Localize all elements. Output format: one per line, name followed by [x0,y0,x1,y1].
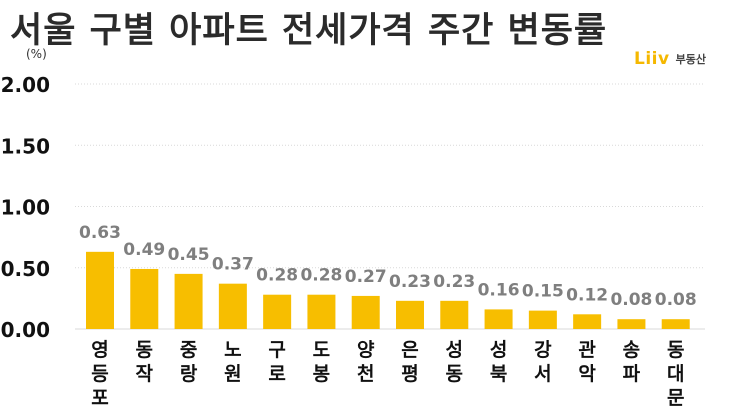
bar [130,268,159,329]
data-label: 0.08 [655,290,697,310]
data-label: 0.08 [610,290,652,310]
data-label: 0.28 [256,266,298,286]
chart-title: 서울 구별 아파트 전세가격 주간 변동률 [10,11,608,51]
logo-sub-text: 부동산 [675,53,706,66]
data-label: 0.28 [300,266,342,286]
data-label: 0.27 [345,267,387,287]
data-label: 0.63 [79,223,121,243]
data-label: 0.16 [478,280,520,300]
logo-brand-text: Liiv [634,49,670,69]
data-label: 0.37 [212,255,254,275]
bar [661,319,690,329]
y-tick-label: 0.00 [1,318,50,342]
bar [396,300,424,329]
y-tick-label: 1.00 [1,196,50,220]
bar [528,310,557,329]
data-label: 0.23 [389,272,431,292]
bar [218,283,247,329]
bar [484,309,513,329]
y-axis-unit: (%) [26,47,47,61]
bar [351,295,380,329]
y-tick-label: 2.00 [1,73,50,97]
data-label: 0.15 [522,282,564,302]
bar [617,319,646,329]
bar [263,294,292,329]
data-label: 0.49 [123,240,165,260]
bar [440,300,469,329]
bar [86,251,114,329]
data-label: 0.45 [168,245,210,265]
y-tick-label: 1.50 [1,134,50,158]
bar [307,294,336,329]
bar [573,314,602,329]
data-label: 0.23 [433,272,475,292]
bar [174,273,203,329]
data-label: 0.12 [566,285,608,305]
brand-logo: Liiv 부동산 [634,48,706,70]
y-tick-label: 0.50 [1,257,50,281]
